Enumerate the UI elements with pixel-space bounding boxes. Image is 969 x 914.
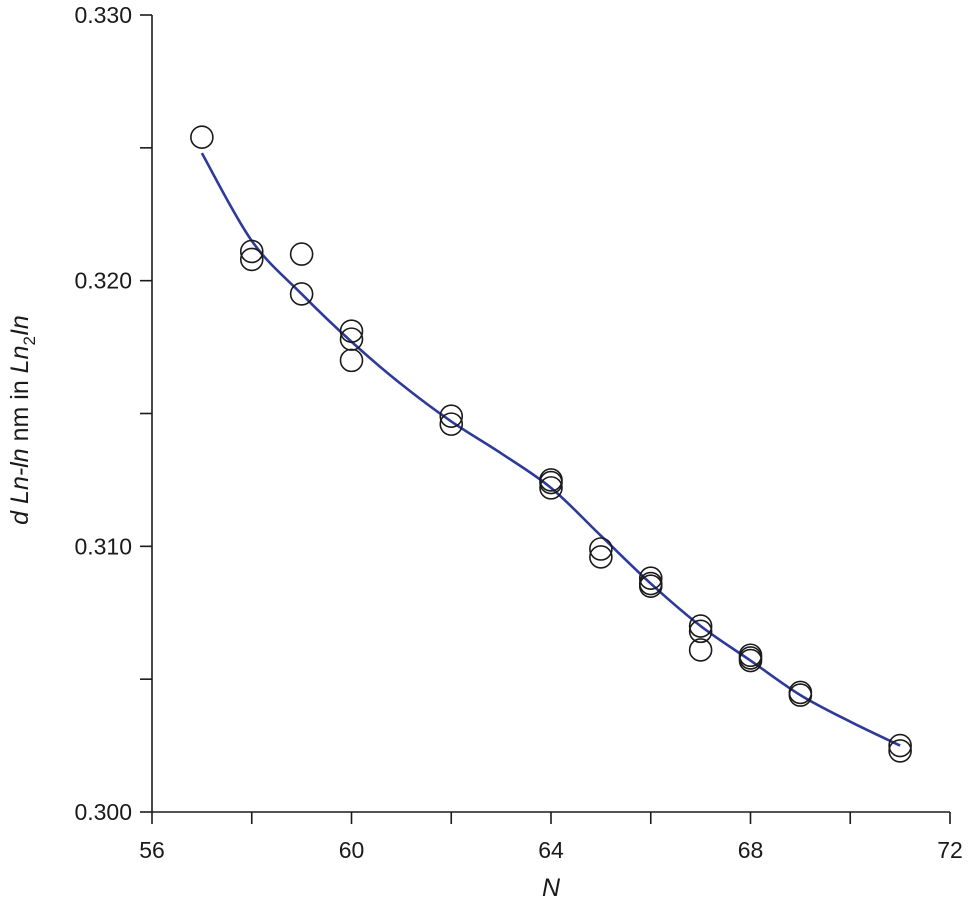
data-point: [539, 470, 563, 495]
y-axis-title-ln-in: Ln-ln: [6, 448, 34, 504]
x-tick-label: 64: [538, 837, 564, 863]
y-axis-title: d Ln-ln nm in Ln2In: [6, 315, 39, 525]
data-points-layer: [190, 125, 912, 763]
data-point: [339, 319, 364, 343]
data-point: [339, 348, 364, 373]
y-axis-title-middle: nm in: [6, 373, 34, 448]
y-axis-title-in: In: [6, 315, 34, 336]
data-point: [688, 619, 713, 644]
data-point: [888, 739, 912, 763]
data-point: [738, 648, 763, 673]
y-tick-label: 0.300: [74, 799, 132, 825]
data-point: [688, 614, 713, 638]
data-point: [589, 545, 613, 569]
x-tick-label: 56: [139, 837, 165, 863]
data-point: [638, 574, 663, 598]
fit-curve: [200, 152, 901, 747]
data-point: [589, 537, 613, 561]
data-point: [239, 239, 264, 264]
data-point: [439, 404, 464, 428]
data-point: [688, 638, 713, 662]
y-axis-title-ln: Ln: [6, 346, 34, 374]
data-point: [638, 566, 663, 591]
y-tick-label: 0.310: [74, 533, 132, 559]
x-tick-label: 68: [738, 837, 764, 863]
data-point: [539, 476, 563, 500]
data-point: [788, 683, 813, 707]
data-point: [239, 247, 264, 272]
ticks: 56 60 64 68 72 0.300 0.310 0.320 0.330: [74, 2, 962, 863]
y-tick-label: 0.320: [74, 268, 132, 294]
data-point: [888, 733, 912, 758]
y-tick-label: 0.330: [74, 2, 132, 28]
y-axis-title-subscript: 2: [20, 336, 39, 345]
fit-curve-layer: [200, 152, 901, 747]
x-axis-title: N: [542, 874, 561, 902]
axes: [151, 15, 950, 813]
data-point: [190, 125, 214, 150]
data-point: [289, 242, 314, 266]
data-point: [439, 412, 464, 436]
x-tick-label: 60: [339, 837, 365, 863]
data-point: [289, 282, 314, 306]
x-tick-label: 72: [937, 837, 963, 863]
y-axis-title-prefix: d: [6, 504, 34, 525]
